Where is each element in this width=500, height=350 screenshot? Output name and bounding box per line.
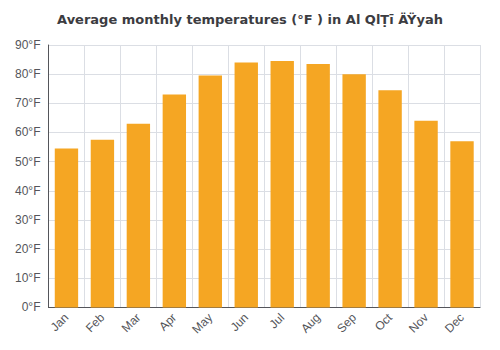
svg-text:90°F: 90°F — [15, 38, 40, 52]
svg-text:80°F: 80°F — [15, 67, 40, 81]
svg-text:Apr: Apr — [156, 311, 179, 334]
svg-text:60°F: 60°F — [15, 125, 40, 139]
svg-text:Aug: Aug — [298, 311, 323, 336]
svg-text:20°F: 20°F — [15, 242, 40, 256]
svg-text:Nov: Nov — [406, 311, 431, 336]
svg-text:50°F: 50°F — [15, 155, 40, 169]
svg-text:10°F: 10°F — [15, 271, 40, 285]
svg-text:Feb: Feb — [83, 310, 108, 335]
svg-text:0°F: 0°F — [22, 300, 41, 314]
svg-text:70°F: 70°F — [15, 96, 40, 110]
svg-text:Jul: Jul — [266, 311, 287, 332]
svg-text:Mar: Mar — [119, 311, 144, 335]
svg-text:Oct: Oct — [372, 310, 396, 334]
svg-text:Jun: Jun — [228, 311, 252, 335]
svg-text:May: May — [189, 311, 215, 337]
svg-text:Jan: Jan — [48, 311, 72, 335]
svg-text:30°F: 30°F — [15, 213, 40, 227]
svg-text:Average monthly temperatures (: Average monthly temperatures (°F ) in Al… — [57, 12, 443, 27]
svg-text:Sep: Sep — [334, 310, 359, 335]
svg-text:Dec: Dec — [442, 311, 467, 336]
svg-text:40°F: 40°F — [15, 184, 40, 198]
